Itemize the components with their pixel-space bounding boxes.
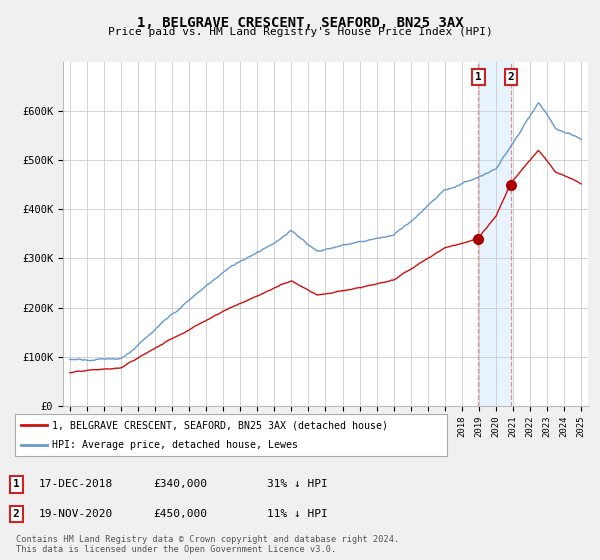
- Text: 31% ↓ HPI: 31% ↓ HPI: [267, 479, 328, 489]
- Text: 2: 2: [508, 72, 515, 82]
- Text: Contains HM Land Registry data © Crown copyright and database right 2024.
This d: Contains HM Land Registry data © Crown c…: [16, 535, 400, 554]
- Text: 19-NOV-2020: 19-NOV-2020: [39, 509, 113, 519]
- Text: 2: 2: [13, 509, 20, 519]
- Text: 1: 1: [475, 72, 482, 82]
- Text: 17-DEC-2018: 17-DEC-2018: [39, 479, 113, 489]
- Text: £450,000: £450,000: [153, 509, 207, 519]
- Text: HPI: Average price, detached house, Lewes: HPI: Average price, detached house, Lewe…: [52, 441, 298, 450]
- Text: £340,000: £340,000: [153, 479, 207, 489]
- Text: 1: 1: [13, 479, 20, 489]
- Text: Price paid vs. HM Land Registry's House Price Index (HPI): Price paid vs. HM Land Registry's House …: [107, 27, 493, 37]
- Text: 1, BELGRAVE CRESCENT, SEAFORD, BN25 3AX (detached house): 1, BELGRAVE CRESCENT, SEAFORD, BN25 3AX …: [52, 421, 388, 430]
- Bar: [478, 62, 511, 406]
- Text: 1, BELGRAVE CRESCENT, SEAFORD, BN25 3AX: 1, BELGRAVE CRESCENT, SEAFORD, BN25 3AX: [137, 16, 463, 30]
- Text: 11% ↓ HPI: 11% ↓ HPI: [267, 509, 328, 519]
